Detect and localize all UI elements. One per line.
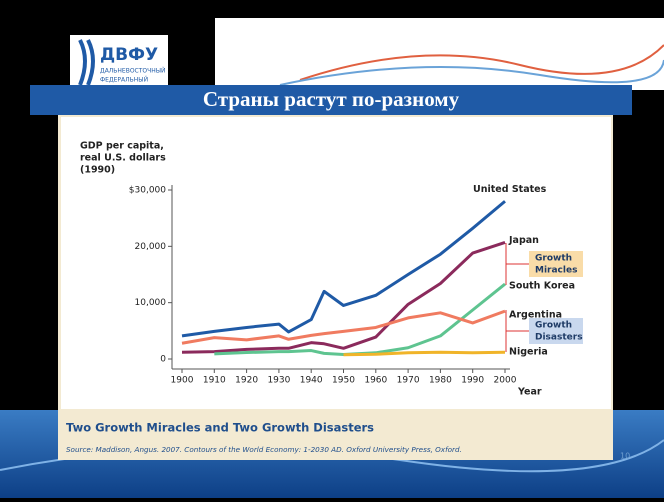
x-tick-label: 1920	[235, 376, 258, 386]
logo-mark	[78, 39, 95, 86]
series-label: United States	[473, 184, 547, 195]
y-axis-label: real U.S. dollars	[80, 153, 166, 164]
x-tick-label: 1970	[397, 376, 420, 386]
series-line	[181, 309, 506, 345]
x-tick-label: 1950	[332, 376, 355, 386]
wave	[299, 44, 664, 81]
title-bar	[30, 85, 632, 115]
annotation-box	[529, 318, 583, 344]
wave	[279, 59, 664, 86]
x-tick-label: 1940	[300, 376, 323, 386]
x-tick-label: 1990	[461, 376, 484, 386]
slide-title: Страны растут по-разному	[203, 87, 460, 111]
header-panel	[215, 18, 664, 90]
series-label: South Korea	[509, 281, 575, 292]
series-line	[343, 350, 506, 357]
annotation: Disasters	[535, 333, 583, 343]
page-number: 10	[620, 452, 630, 461]
annotation: Growth	[535, 254, 572, 264]
x-tick-label: 1960	[364, 376, 387, 386]
x-tick-label: 1930	[267, 376, 290, 386]
logo-sub: ФЕДЕРАЛЬНЫЙ	[100, 77, 148, 84]
x-tick-label: 1910	[203, 376, 226, 386]
logo-text: ДВФУ	[100, 45, 158, 65]
series-label: Argentina	[509, 310, 562, 321]
caption: Two Growth Miracles and Two Growth Disas…	[66, 421, 374, 435]
x-axis-label: Year	[517, 387, 542, 398]
chart: GDP per capita,real U.S. dollars(1990) Ye…	[80, 141, 583, 398]
y-axis-label: GDP per capita,	[80, 141, 164, 152]
series-label: Nigeria	[509, 347, 548, 358]
source: Source: Maddison, Angus. 2007. Contours …	[66, 445, 462, 454]
y-tick-label: 0	[160, 355, 166, 365]
series-line	[214, 282, 506, 356]
x-tick-label: 2000	[494, 376, 517, 386]
x-tick-label: 1900	[171, 376, 194, 386]
series-label: Japan	[508, 235, 539, 246]
annotation-box	[529, 251, 583, 277]
series-line	[181, 200, 506, 338]
annotation: Miracles	[535, 266, 577, 276]
x-tick-label: 1980	[429, 376, 452, 386]
y-axis-label: (1990)	[80, 165, 115, 176]
annotation: Growth	[535, 321, 572, 331]
y-tick-label: 10,000	[135, 298, 167, 308]
plot-panel	[61, 117, 611, 409]
y-tick-label: $30,000	[129, 186, 166, 196]
logo-sub: ДАЛЬНЕВОСТОЧНЫЙ	[100, 68, 166, 75]
y-tick-label: 20,000	[135, 242, 167, 252]
series-line	[181, 240, 506, 354]
